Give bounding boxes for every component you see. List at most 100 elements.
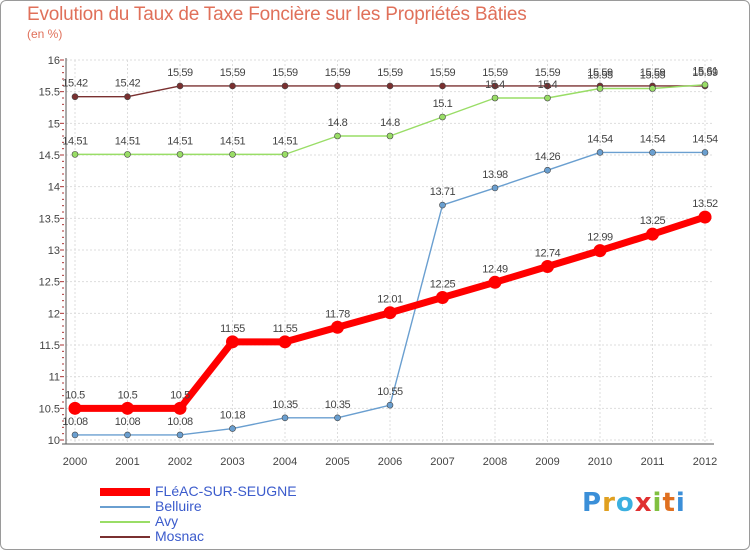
y-tick-label: 16 <box>48 55 60 67</box>
data-point <box>596 149 604 156</box>
data-label: 12.01 <box>377 294 403 306</box>
data-label: 14.26 <box>535 151 561 163</box>
data-point <box>491 184 499 192</box>
y-tick-label: 14 <box>48 182 60 194</box>
data-point <box>544 94 551 102</box>
data-point <box>541 259 554 273</box>
x-tick-label: 2007 <box>430 456 454 468</box>
data-label: 10.08 <box>62 416 88 428</box>
data-point <box>386 82 394 90</box>
x-tick-label: 2002 <box>168 456 192 468</box>
y-tick-label: 11.5 <box>39 340 60 352</box>
data-point <box>646 227 659 241</box>
x-tick-label: 2012 <box>693 456 717 468</box>
x-tick-label: 2000 <box>63 456 87 468</box>
data-point <box>544 82 551 90</box>
x-tick-label: 2003 <box>220 456 244 468</box>
data-label: 10.18 <box>220 410 246 422</box>
logo-letter: i <box>652 488 663 518</box>
data-point <box>334 82 341 90</box>
proxiti-logo: Proxiti <box>582 488 686 518</box>
data-point <box>176 82 184 90</box>
data-label: 15.59 <box>167 67 193 79</box>
data-label: 13.71 <box>430 186 456 198</box>
logo-letter: x <box>634 488 653 518</box>
data-label: 15.4 <box>485 79 505 91</box>
data-label: 15.59 <box>482 67 508 79</box>
data-point <box>121 401 134 415</box>
data-point <box>544 166 551 174</box>
x-tick-label: 2011 <box>641 456 665 468</box>
data-label: 12.99 <box>587 232 613 244</box>
x-tick-label: 2008 <box>483 456 507 468</box>
data-label: 14.54 <box>692 133 718 145</box>
data-label: 15.61 <box>692 66 718 78</box>
data-label: 15.42 <box>62 78 88 90</box>
data-label: 15.59 <box>640 67 666 79</box>
data-point <box>124 93 131 101</box>
data-point <box>124 431 131 439</box>
data-point <box>491 82 499 90</box>
data-label: 15.4 <box>538 79 558 91</box>
data-point <box>229 151 236 158</box>
legend-label: FLéAC-SUR-SEUGNE <box>155 483 297 499</box>
data-label: 14.54 <box>640 133 666 145</box>
data-point <box>229 425 236 432</box>
data-point <box>701 149 709 156</box>
legend-label: Mosnac <box>155 528 205 544</box>
data-point <box>124 151 131 158</box>
data-label: 10.55 <box>377 386 403 398</box>
data-point <box>439 201 446 209</box>
data-point <box>436 291 449 304</box>
data-label: 14.8 <box>380 117 400 129</box>
x-tick-label: 2009 <box>535 456 559 468</box>
data-label: 12.49 <box>482 263 508 275</box>
data-point <box>439 113 446 121</box>
legend-swatch <box>100 536 150 538</box>
data-point <box>386 401 394 409</box>
data-label: 15.59 <box>535 67 561 79</box>
data-label: 14.51 <box>272 135 298 147</box>
y-tick-label: 13.5 <box>39 213 60 225</box>
data-point <box>71 431 79 439</box>
y-tick-label: 15.5 <box>39 87 60 99</box>
data-label: 14.54 <box>587 133 613 145</box>
x-tick-label: 2010 <box>588 456 612 468</box>
y-tick-label: 15 <box>48 118 60 130</box>
data-label: 14.8 <box>328 117 348 129</box>
y-tick-label: 13 <box>48 245 60 257</box>
data-point <box>698 210 712 224</box>
data-point <box>386 132 394 140</box>
data-point <box>334 132 341 140</box>
data-label: 11.78 <box>325 308 350 320</box>
logo-letter: P <box>582 488 603 518</box>
data-label: 10.5 <box>170 389 190 401</box>
y-tick-label: 10.5 <box>39 403 60 415</box>
y-tick-label: 12.5 <box>39 277 60 289</box>
data-point <box>229 82 236 90</box>
logo-letter: i <box>675 488 686 518</box>
data-label: 15.59 <box>587 67 613 79</box>
data-label: 15.42 <box>115 78 141 90</box>
y-tick-label: 12 <box>48 308 60 320</box>
data-point <box>334 414 341 422</box>
data-point <box>649 85 656 92</box>
legend-swatch <box>100 506 150 508</box>
logo-letter: t <box>662 488 676 518</box>
data-point <box>488 275 502 289</box>
data-point <box>176 151 184 158</box>
y-tick-label: 14.5 <box>39 150 60 162</box>
data-point <box>439 82 446 90</box>
data-label: 15.1 <box>433 98 453 110</box>
data-point <box>383 306 397 320</box>
x-tick-label: 2005 <box>325 456 349 468</box>
data-label: 10.5 <box>118 389 138 401</box>
data-label: 15.55 <box>640 70 666 82</box>
data-label: 13.52 <box>692 198 718 210</box>
data-point <box>701 81 709 88</box>
data-point <box>176 431 184 439</box>
data-label: 10.08 <box>167 416 193 428</box>
data-label: 10.5 <box>65 389 85 401</box>
data-label: 15.59 <box>220 67 246 79</box>
